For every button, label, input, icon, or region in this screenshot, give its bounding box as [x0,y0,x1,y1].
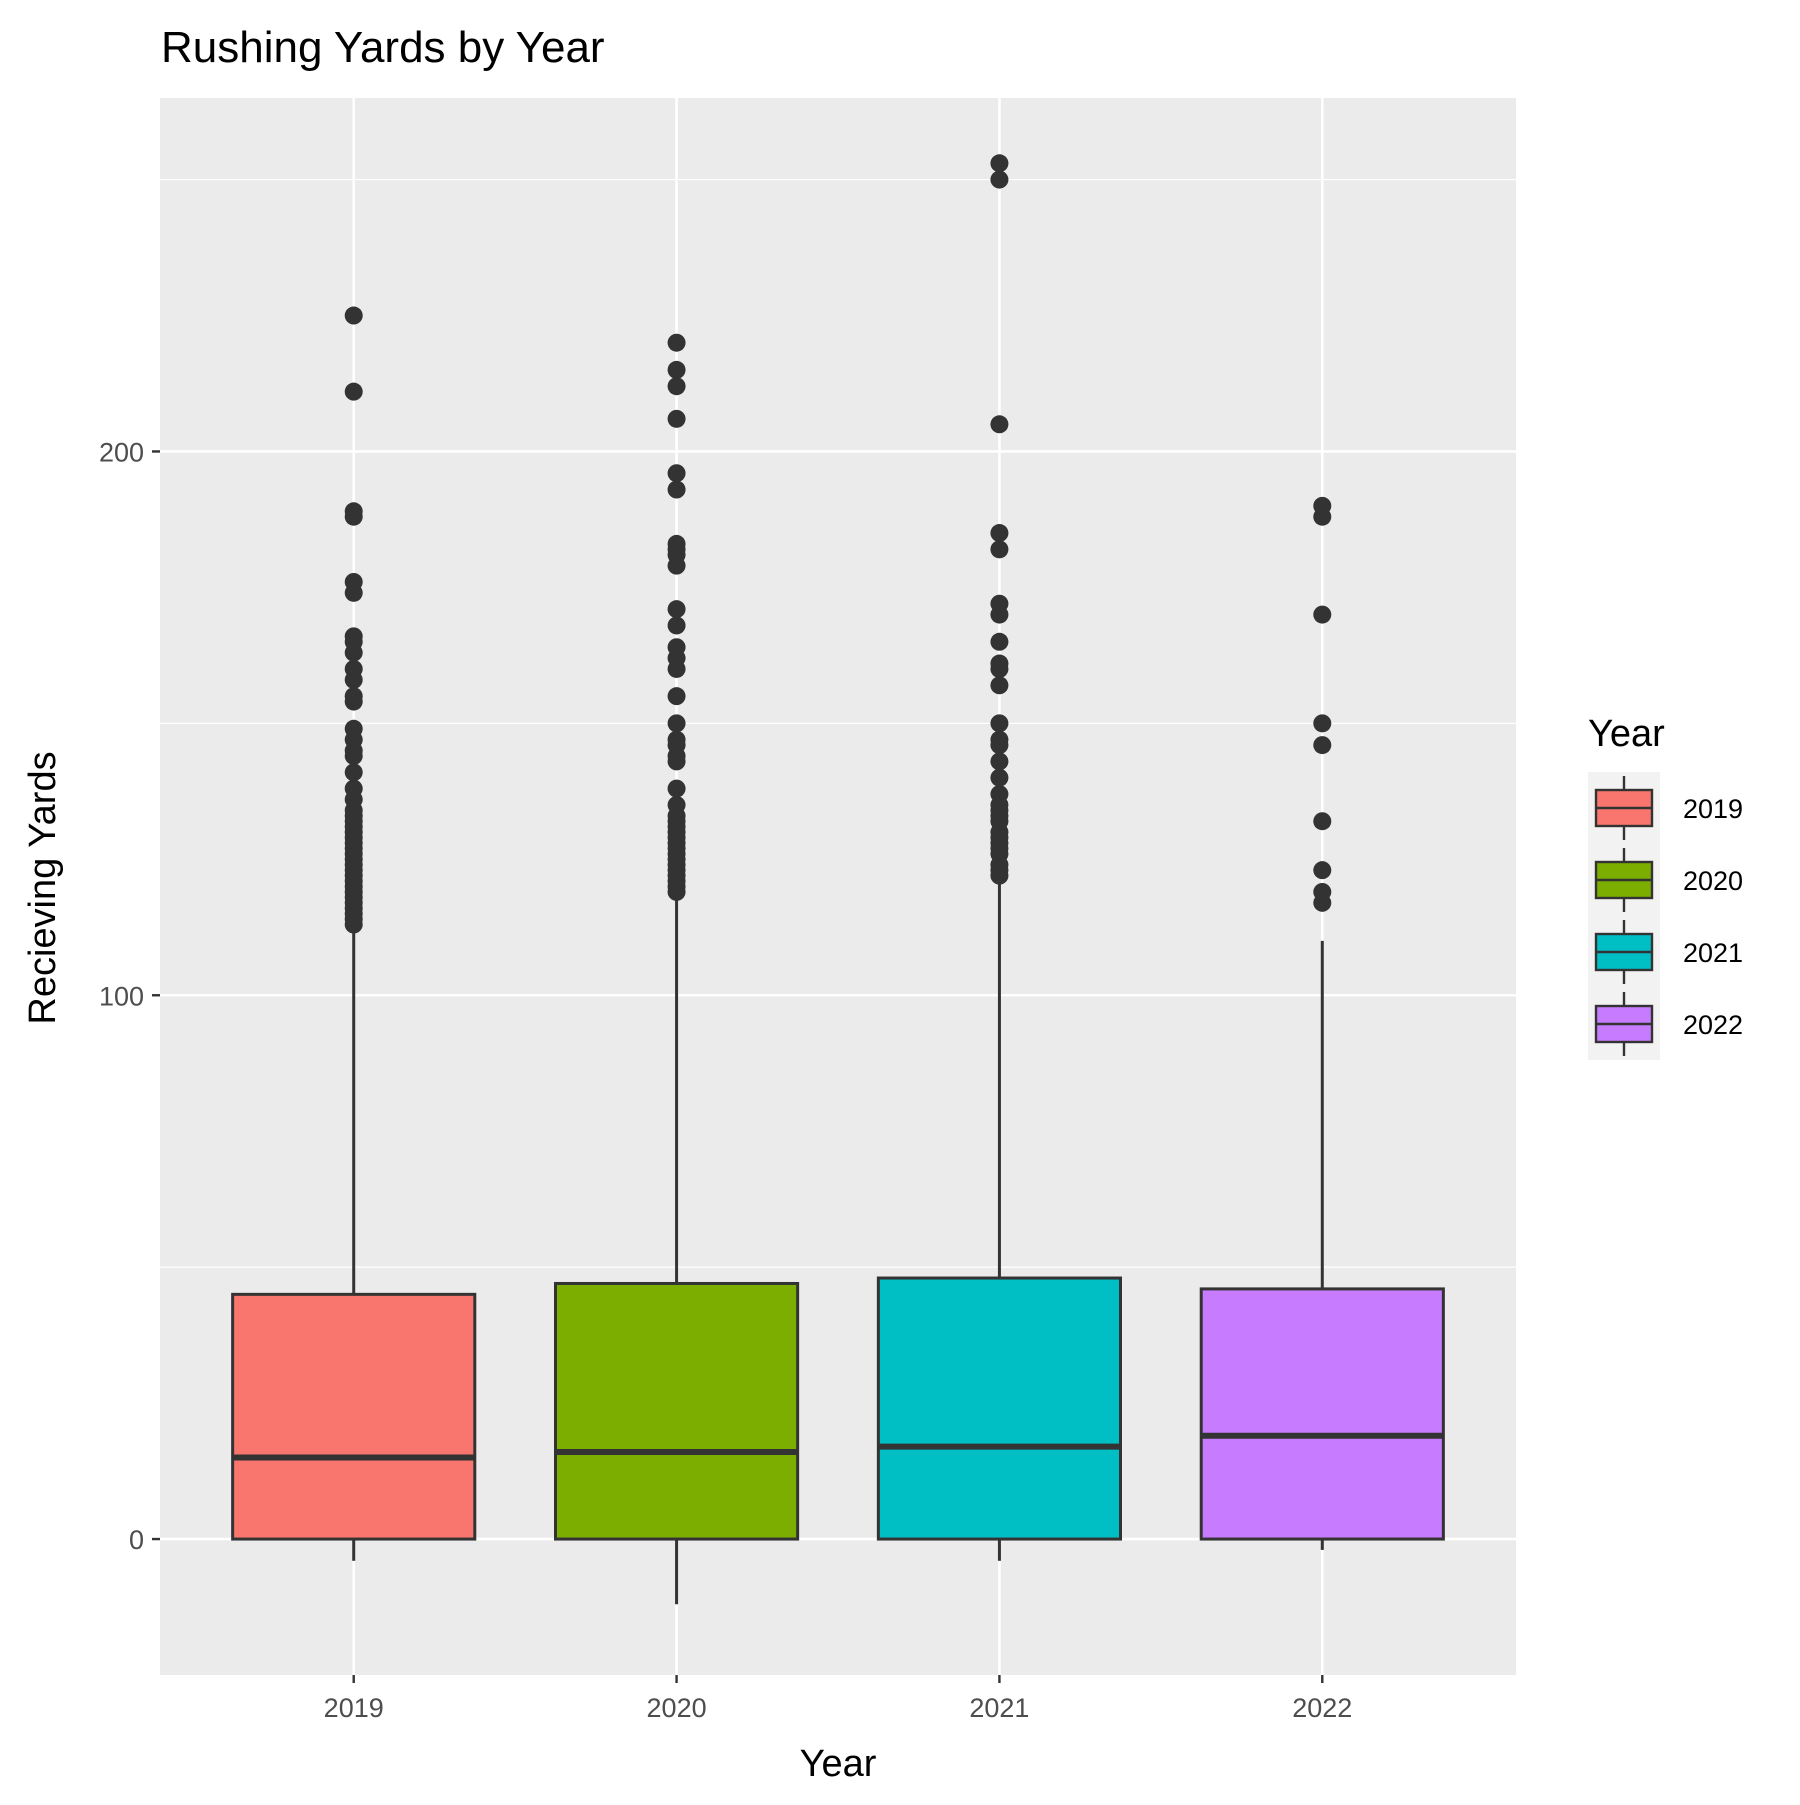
outlier-point [667,730,686,749]
outlier-point [1313,736,1332,755]
chart-title: Rushing Yards by Year [161,23,605,72]
legend-label: 2021 [1683,938,1743,968]
outlier-point [667,377,686,396]
outlier-point [1313,882,1332,901]
outlier-point [667,638,686,657]
outlier-point [667,360,686,379]
outlier-point [667,687,686,706]
outlier-point [990,524,1009,543]
outlier-point [990,154,1009,173]
outlier-point [990,170,1009,189]
outlier-point [990,730,1009,749]
outlier-point [344,382,363,401]
legend-title: Year [1588,713,1665,755]
outlier-point [667,795,686,814]
outlier-point [990,714,1009,733]
box-iqr [1199,1287,1445,1541]
outlier-point [667,464,686,483]
outlier-point [344,572,363,591]
y-axis: 0 100 200 [99,437,160,1555]
outlier-point [990,540,1009,559]
outlier-point [990,632,1009,651]
outlier-point [667,779,686,798]
x-tick-label: 2021 [969,1693,1029,1723]
outlier-point [344,719,363,738]
boxes-layer [231,875,1445,1605]
legend-label: 2020 [1683,866,1743,896]
outlier-point [990,676,1009,695]
x-tick-label: 2022 [1292,1693,1352,1723]
outlier-point [1313,714,1332,733]
outlier-point [990,594,1009,613]
x-tick-label: 2019 [324,1693,384,1723]
outlier-point [667,616,686,635]
x-axis: 2019 2020 2021 2022 [324,1675,1352,1723]
legend-label: 2022 [1683,1010,1743,1040]
outlier-point [1313,496,1332,515]
outlier-point [667,480,686,499]
box-2020 [554,897,800,1605]
outlier-point [667,714,686,733]
outlier-point [667,534,686,553]
box-2021 [876,875,1122,1561]
outlier-point [667,600,686,619]
x-tick-label: 2020 [647,1693,707,1723]
y-tick-label: 0 [129,1525,144,1555]
outlier-point [1313,861,1332,880]
outlier-point [667,409,686,428]
outlier-point [344,687,363,706]
outlier-point [344,779,363,798]
outlier-point [344,502,363,521]
y-tick-label: 200 [99,437,144,467]
box-2019 [231,930,477,1561]
outlier-point [990,785,1009,804]
x-axis-title: Year [800,1743,877,1785]
outlier-point [990,752,1009,771]
outlier-point [990,415,1009,434]
legend-item-2020: 2020 [1594,848,1743,912]
outlier-point [1313,605,1332,624]
outlier-point [990,654,1009,673]
legend-item-2021: 2021 [1594,920,1743,984]
outlier-point [990,768,1009,787]
y-axis-title: Recieving Yards [22,751,64,1024]
box-iqr [876,1276,1122,1541]
legend-label: 2019 [1683,794,1743,824]
y-tick-label: 100 [99,981,144,1011]
legend-item-2022: 2022 [1594,992,1743,1056]
outliers-layer [344,154,1332,934]
outlier-point [1313,812,1332,831]
box-iqr [554,1281,800,1541]
outlier-point [344,763,363,782]
legend-item-2019: 2019 [1594,776,1743,840]
outlier-point [344,659,363,678]
outlier-point [344,306,363,325]
box-iqr [231,1292,477,1541]
outlier-point [344,627,363,646]
legend: Year 2019 2020 2021 2022 [1588,713,1743,1060]
box-2022 [1199,940,1445,1550]
outlier-point [667,333,686,352]
